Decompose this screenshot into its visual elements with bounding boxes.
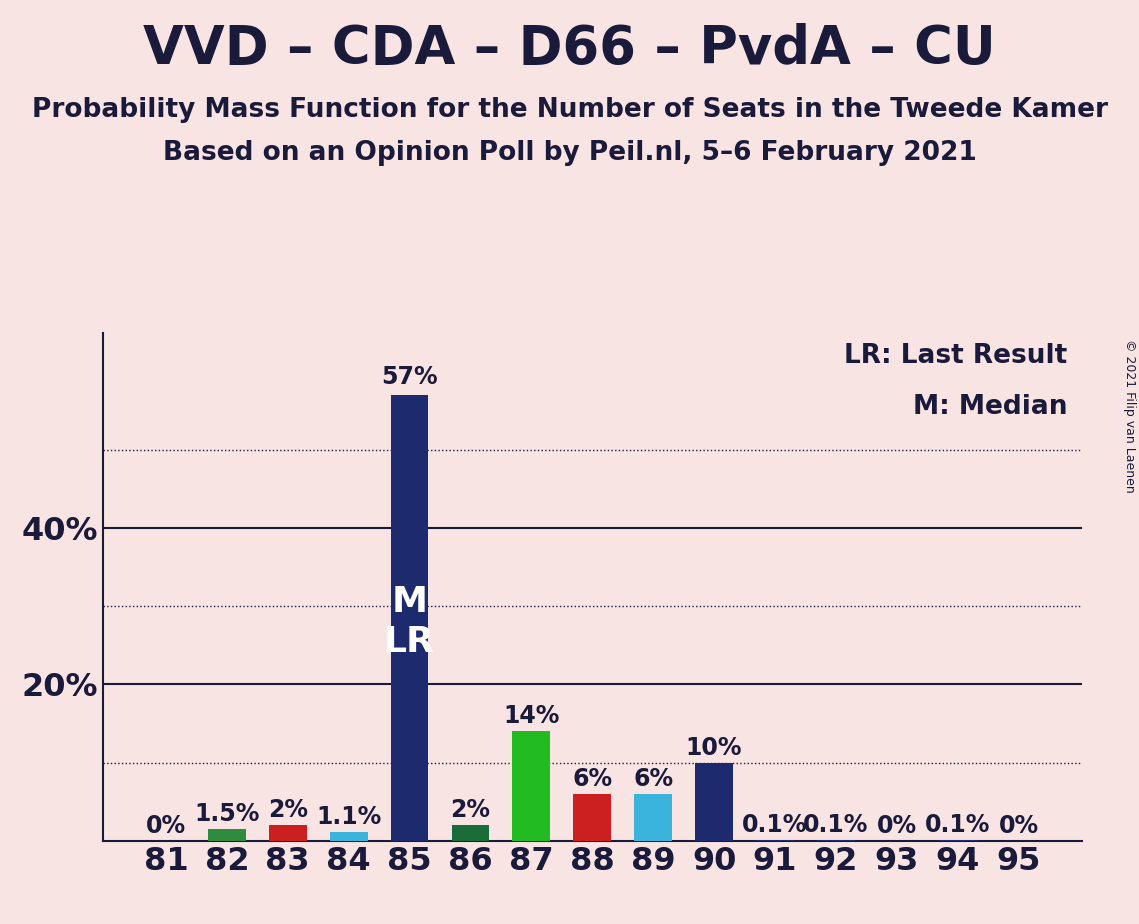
Text: 0.1%: 0.1% xyxy=(925,813,991,837)
Text: 0%: 0% xyxy=(877,814,917,838)
Bar xyxy=(330,833,368,841)
Text: 0%: 0% xyxy=(146,814,186,838)
Text: 0.1%: 0.1% xyxy=(743,813,808,837)
Bar xyxy=(208,829,246,841)
Text: 1.5%: 1.5% xyxy=(194,802,260,826)
Bar xyxy=(513,732,550,841)
Bar xyxy=(634,794,672,841)
Bar xyxy=(451,825,490,841)
Bar xyxy=(695,762,734,841)
Text: 10%: 10% xyxy=(686,736,743,760)
Text: 6%: 6% xyxy=(572,767,613,791)
Text: 2%: 2% xyxy=(450,798,491,822)
Text: 14%: 14% xyxy=(503,704,559,728)
Text: Probability Mass Function for the Number of Seats in the Tweede Kamer: Probability Mass Function for the Number… xyxy=(32,97,1107,123)
Text: LR: Last Result: LR: Last Result xyxy=(844,343,1067,369)
Text: © 2021 Filip van Laenen: © 2021 Filip van Laenen xyxy=(1123,339,1137,492)
Text: 57%: 57% xyxy=(382,365,437,389)
Text: 0%: 0% xyxy=(999,814,1039,838)
Bar xyxy=(391,395,428,841)
Text: 2%: 2% xyxy=(268,798,308,822)
Text: 1.1%: 1.1% xyxy=(316,805,382,829)
Text: 6%: 6% xyxy=(633,767,673,791)
Text: 0.1%: 0.1% xyxy=(803,813,869,837)
Text: VVD – CDA – D66 – PvdA – CU: VVD – CDA – D66 – PvdA – CU xyxy=(144,23,995,75)
Bar xyxy=(573,794,612,841)
Text: M
LR: M LR xyxy=(384,585,435,659)
Text: M: Median: M: Median xyxy=(912,394,1067,419)
Text: Based on an Opinion Poll by Peil.nl, 5–6 February 2021: Based on an Opinion Poll by Peil.nl, 5–6… xyxy=(163,140,976,166)
Bar xyxy=(269,825,306,841)
